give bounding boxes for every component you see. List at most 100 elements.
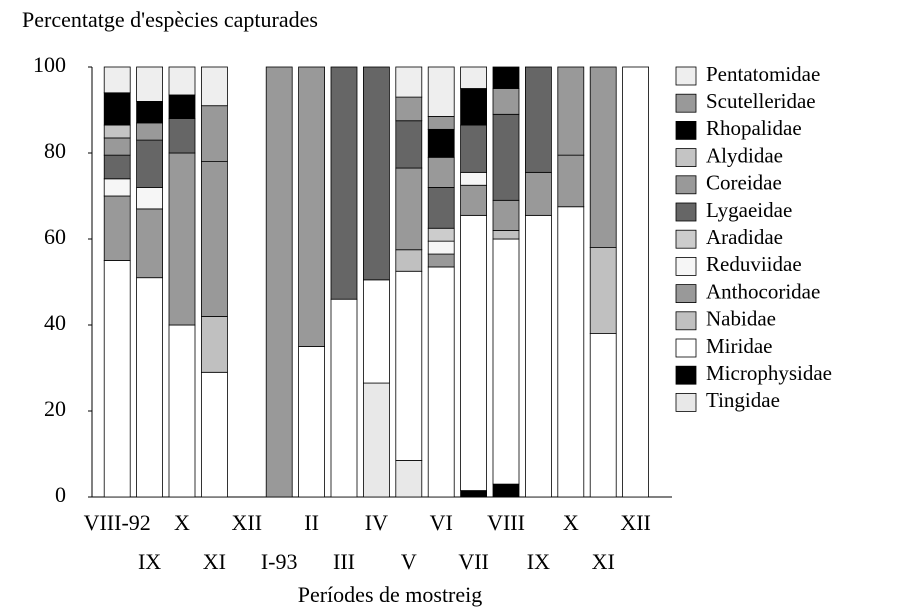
bar-segment — [492, 113, 520, 201]
x-tick-label: II — [304, 510, 319, 535]
bar-segment — [395, 460, 423, 498]
bar-segment — [298, 346, 326, 498]
legend-swatch — [675, 392, 697, 412]
legend-swatch — [675, 202, 697, 222]
bar-segment — [460, 88, 488, 126]
bar-segment — [168, 324, 196, 498]
bar-segment — [136, 277, 164, 498]
bar-segment — [557, 66, 585, 156]
bar-segment — [427, 66, 455, 117]
bar-segment — [427, 227, 455, 242]
bar-segment — [492, 229, 520, 240]
legend-label: Alydidae — [706, 143, 783, 167]
legend-swatch — [675, 338, 697, 358]
bar-segment — [427, 240, 455, 255]
y-tick-label: 0 — [55, 482, 66, 507]
x-tick-label: I-93 — [261, 549, 298, 574]
bar-segment — [103, 178, 131, 197]
bar-segment — [168, 66, 196, 96]
legend-label: Reduviidae — [706, 252, 802, 276]
bar-segment — [200, 371, 228, 498]
bar-segment — [103, 154, 131, 180]
legend-label: Nabidae — [706, 307, 776, 331]
bar-segment — [460, 214, 488, 491]
legend-swatch — [675, 365, 697, 385]
bar-segment — [492, 199, 520, 231]
bar-segment — [492, 238, 520, 485]
legend-label: Microphysidae — [706, 361, 832, 385]
bar-segment — [622, 66, 649, 498]
y-tick-label: 20 — [44, 396, 66, 421]
bar-segment — [362, 279, 390, 384]
bar-segment — [525, 214, 552, 498]
legend-swatch — [675, 284, 697, 304]
bar-segment — [136, 139, 164, 188]
legend-swatch — [675, 66, 697, 86]
bar-segment — [460, 184, 488, 216]
bar-segment — [200, 105, 228, 162]
bar-segment — [525, 171, 552, 216]
bar-segment — [362, 382, 390, 498]
bar-segment — [589, 247, 617, 335]
x-tick-label: III — [333, 549, 355, 574]
bar-segment — [395, 66, 423, 98]
bar-segment — [200, 161, 228, 317]
bar-segment — [557, 154, 585, 208]
bar-segment — [589, 66, 617, 249]
x-axis-label: Períodes de mostreig — [298, 582, 483, 607]
x-tick-label: XII — [232, 510, 263, 535]
legend-label: Anthocoridae — [706, 279, 820, 303]
bar-segment — [427, 116, 455, 130]
legend-swatch — [675, 256, 697, 276]
x-tick-label: XI — [592, 549, 615, 574]
bar-segment — [460, 124, 488, 173]
x-tick-label: X — [174, 510, 190, 535]
bar-segment — [298, 66, 326, 347]
bar-segment — [136, 101, 164, 124]
legend-label: Miridae — [706, 334, 772, 358]
bar-segment — [395, 249, 423, 272]
legend-swatch — [675, 121, 697, 140]
legend-label: Lygaeidae — [706, 198, 792, 222]
legend-swatch — [675, 311, 697, 331]
bar-segment — [427, 128, 455, 158]
x-tick-label: XI — [203, 549, 226, 574]
y-axis-label: Percentatge d'espècies capturades — [22, 7, 318, 32]
bar-segment — [395, 270, 423, 461]
legend-label: Aradidae — [706, 225, 783, 249]
x-tick-label: VIII — [487, 510, 525, 535]
bar-segment — [136, 208, 164, 279]
bar-segment — [460, 490, 488, 498]
bar-segment — [330, 298, 358, 498]
bar-segment — [265, 66, 293, 498]
bar-segment — [103, 195, 131, 261]
bar-segment — [136, 122, 164, 141]
bar-segment — [103, 124, 131, 139]
x-tick-label: VII — [458, 549, 489, 574]
bar-segment — [460, 171, 488, 186]
bar-segment — [103, 66, 131, 94]
x-tick-label: IV — [365, 510, 388, 535]
bar-segment — [395, 120, 423, 169]
y-tick-label: 100 — [33, 52, 66, 77]
y-tick-label: 80 — [44, 138, 66, 163]
bar-segment — [330, 66, 358, 300]
bar-segment — [460, 66, 488, 89]
bar-segment — [136, 66, 164, 102]
bar-segment — [200, 66, 228, 107]
bar-segment — [168, 118, 196, 154]
x-tick-label: XII — [620, 510, 651, 535]
legend-swatch — [675, 229, 697, 249]
x-tick-label: IX — [138, 549, 161, 574]
legend-label: Pentatomidae — [706, 62, 820, 86]
legend-label: Rhopalidae — [706, 116, 802, 140]
x-tick-label: IX — [527, 549, 550, 574]
bar-segment — [362, 66, 390, 281]
bar-segment — [168, 152, 196, 326]
x-tick-label: VIII-92 — [84, 510, 151, 535]
x-tick-label: X — [563, 510, 579, 535]
bar-segment — [492, 66, 520, 89]
bar-segment — [427, 253, 455, 268]
bar-segment — [557, 206, 585, 498]
